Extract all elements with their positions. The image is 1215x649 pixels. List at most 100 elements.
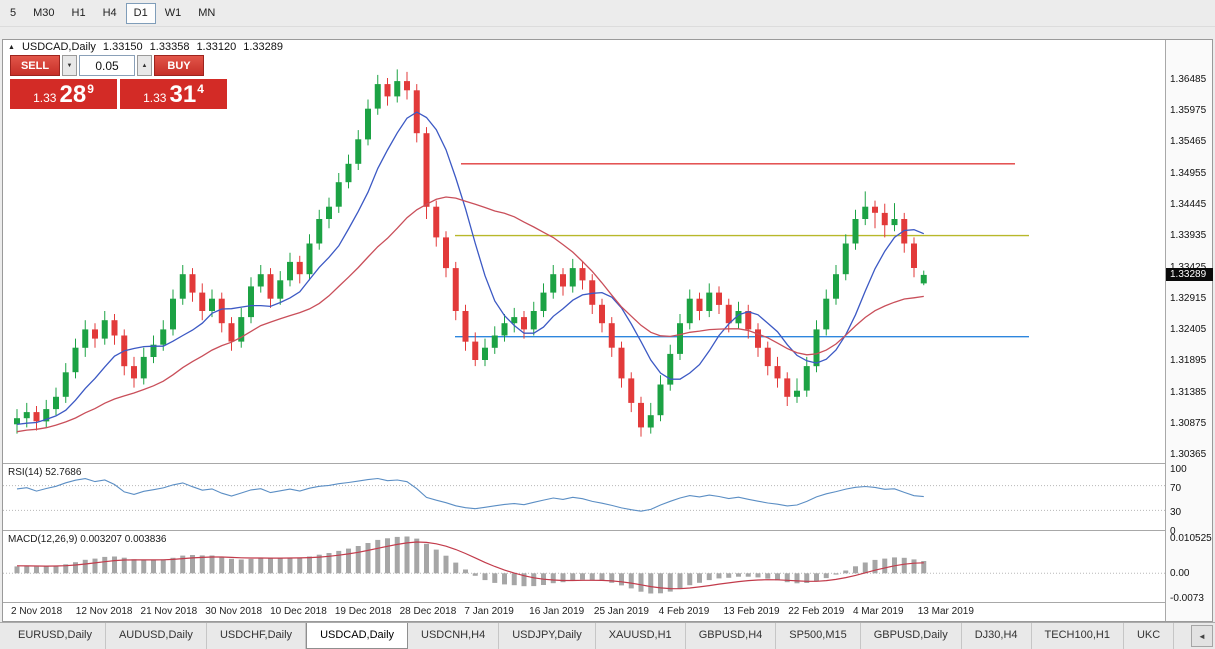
time-axis-label: 25 Jan 2019 xyxy=(593,606,649,617)
time-axis-label: 16 Jan 2019 xyxy=(529,606,585,617)
volume-input[interactable] xyxy=(79,55,135,76)
sell-price-pipette: 9 xyxy=(87,82,94,96)
time-axis-label: 4 Mar 2019 xyxy=(852,606,904,617)
price-axis-label: 1.32405 xyxy=(1170,324,1207,336)
sell-button[interactable]: SELL xyxy=(10,55,60,76)
time-axis-label: 22 Feb 2019 xyxy=(788,606,845,617)
macd-signal-line xyxy=(16,541,924,590)
volume-decrease-button[interactable]: ▼ xyxy=(62,55,77,76)
tab-gbpusd-daily[interactable]: GBPUSD,Daily xyxy=(860,623,962,649)
price-axis-label: 1.34955 xyxy=(1170,167,1207,179)
tab-ukc[interactable]: UKC xyxy=(1123,623,1175,649)
current-price-tag: 1.33289 xyxy=(1166,267,1213,281)
chevron-down-icon: ▼ xyxy=(66,62,73,69)
rsi-level-label: 100 xyxy=(1170,464,1187,475)
price-axis-label: 1.33935 xyxy=(1170,230,1207,242)
chart-symbol-label: USDCAD,Daily xyxy=(21,41,96,53)
price-axis-label: 1.30365 xyxy=(1170,449,1207,461)
time-axis-label: 13 Mar 2019 xyxy=(917,606,974,617)
buy-price-button[interactable]: 1.33 31 4 xyxy=(120,79,227,109)
trade-controls-row: SELL ▼ ▲ BUY xyxy=(10,55,232,76)
time-axis-label: 21 Nov 2018 xyxy=(140,606,198,617)
time-axis-label: 30 Nov 2018 xyxy=(205,606,263,617)
time-axis-label: 12 Nov 2018 xyxy=(75,606,133,617)
tab-usdcad-daily[interactable]: USDCAD,Daily xyxy=(306,623,409,649)
price-axis-label: 1.30875 xyxy=(1170,417,1207,429)
tab-usdcnh-h4[interactable]: USDCNH,H4 xyxy=(408,623,500,649)
price-axis-label: 1.33425 xyxy=(1170,262,1206,273)
price-axis-label: 1.32915 xyxy=(1170,292,1207,304)
price-axis-label: 1.36485 xyxy=(1170,73,1207,85)
timeframe-m30[interactable]: M30 xyxy=(25,3,62,24)
tab-xauusd-h1[interactable]: XAUUSD,H1 xyxy=(595,623,686,649)
buy-price-prefix: 1.33 xyxy=(143,91,167,105)
price-chart-pane[interactable] xyxy=(3,40,1165,463)
time-axis-label: 28 Dec 2018 xyxy=(399,606,457,617)
timeframe-h4[interactable]: H4 xyxy=(95,3,125,24)
ohlc-low: 1.33120 xyxy=(196,41,237,53)
price-axis-label: 1.31385 xyxy=(1170,386,1207,398)
chart-tabs: EURUSD,Daily AUDUSD,Daily USDCHF,Daily USDC… xyxy=(0,623,1191,649)
macd-level-label: 0.010525 xyxy=(1170,532,1212,544)
macd-level-label: -0.0073 xyxy=(1170,592,1204,604)
buy-price-big: 31 xyxy=(169,81,197,109)
tab-dj30-h4[interactable]: DJ30,H4 xyxy=(961,623,1032,649)
price-axis: 1.33289 1.36485 1.35975 1.35465 1.34955 1.34… xyxy=(1165,40,1213,621)
timeframe-d1[interactable]: D1 xyxy=(125,2,156,24)
price-axis-label: 1.35465 xyxy=(1170,136,1207,148)
candles-layer xyxy=(14,69,927,437)
macd-level-label: 0.00 xyxy=(1170,568,1190,580)
pane-separator xyxy=(3,602,1212,603)
tab-eurusd-daily[interactable]: EURUSD,Daily xyxy=(5,623,106,649)
chart-tabs-bar: EURUSD,Daily AUDUSD,Daily USDCHF,Daily USDC… xyxy=(0,622,1215,649)
rsi-level-label: 0 xyxy=(1170,526,1176,537)
timeframe-h1[interactable]: H1 xyxy=(64,3,94,24)
price-axis-label: 1.31895 xyxy=(1170,355,1207,367)
tab-tech100-h1[interactable]: TECH100,H1 xyxy=(1031,623,1124,649)
macd-indicator-label: MACD(12,26,9) 0.003207 0.003836 xyxy=(8,534,167,545)
rsi-indicator-label: RSI(14) 52.7686 xyxy=(8,467,82,478)
tab-sp500-m15[interactable]: SP500,M15 xyxy=(776,623,861,649)
chevron-up-icon: ▲ xyxy=(141,62,148,69)
tab-usdjpy-daily[interactable]: USDJPY,Daily xyxy=(499,623,596,649)
time-axis-label: 19 Dec 2018 xyxy=(334,606,392,617)
price-axis-label: 1.35975 xyxy=(1170,105,1207,117)
rsi-line xyxy=(16,477,924,512)
arrow-left-icon: ◄ xyxy=(1198,631,1206,641)
symbol-marker-icon: ▲ xyxy=(8,43,15,51)
chart-ohlc-info: ▲ USDCAD,Daily 1.33150 1.33358 1.33120 1… xyxy=(8,41,283,53)
pane-separator xyxy=(3,530,1212,531)
ma-fast-line xyxy=(16,111,925,426)
chart-window: ▲ USDCAD,Daily 1.33150 1.33358 1.33120 1… xyxy=(2,39,1213,622)
timeframe-5[interactable]: 5 xyxy=(2,3,24,24)
timeframe-mn[interactable]: MN xyxy=(190,3,223,24)
sell-price-big: 28 xyxy=(59,81,87,109)
sell-price-prefix: 1.33 xyxy=(33,91,57,105)
tab-usdchf-daily[interactable]: USDCHF,Daily xyxy=(206,623,307,649)
time-axis-label: 4 Feb 2019 xyxy=(658,606,710,617)
rsi-level-label: 30 xyxy=(1170,507,1182,519)
trade-prices-row: 1.33 28 9 1.33 31 4 xyxy=(10,79,232,109)
volume-increase-button[interactable]: ▲ xyxy=(137,55,152,76)
ohlc-high: 1.33358 xyxy=(149,41,190,53)
ma-slow-line xyxy=(16,196,924,433)
time-axis-label: 10 Dec 2018 xyxy=(270,606,327,617)
rsi-indicator-pane[interactable] xyxy=(3,464,1165,530)
macd-indicator-pane[interactable] xyxy=(3,531,1165,602)
timeframe-w1[interactable]: W1 xyxy=(157,3,190,24)
ohlc-close: 1.33289 xyxy=(243,41,283,53)
time-axis-label: 13 Feb 2019 xyxy=(723,606,780,617)
tab-scroll-left-button[interactable]: ◄ xyxy=(1191,625,1213,647)
price-axis-label: 1.34445 xyxy=(1170,198,1207,210)
tab-gbpusd-h4[interactable]: GBPUSD,H4 xyxy=(685,623,777,649)
buy-button[interactable]: BUY xyxy=(154,55,204,76)
tab-audusd-daily[interactable]: AUDUSD,Daily xyxy=(105,623,207,649)
buy-price-pipette: 4 xyxy=(197,82,204,96)
timeframe-toolbar: 5 M30 H1 H4 D1 W1 MN xyxy=(0,0,1215,27)
time-axis-label: 7 Jan 2019 xyxy=(464,606,514,617)
sell-price-button[interactable]: 1.33 28 9 xyxy=(10,79,117,109)
time-axis: 2 Nov 2018 12 Nov 2018 21 Nov 2018 30 Nov 2… xyxy=(3,603,1165,621)
rsi-level-label: 70 xyxy=(1170,482,1182,494)
